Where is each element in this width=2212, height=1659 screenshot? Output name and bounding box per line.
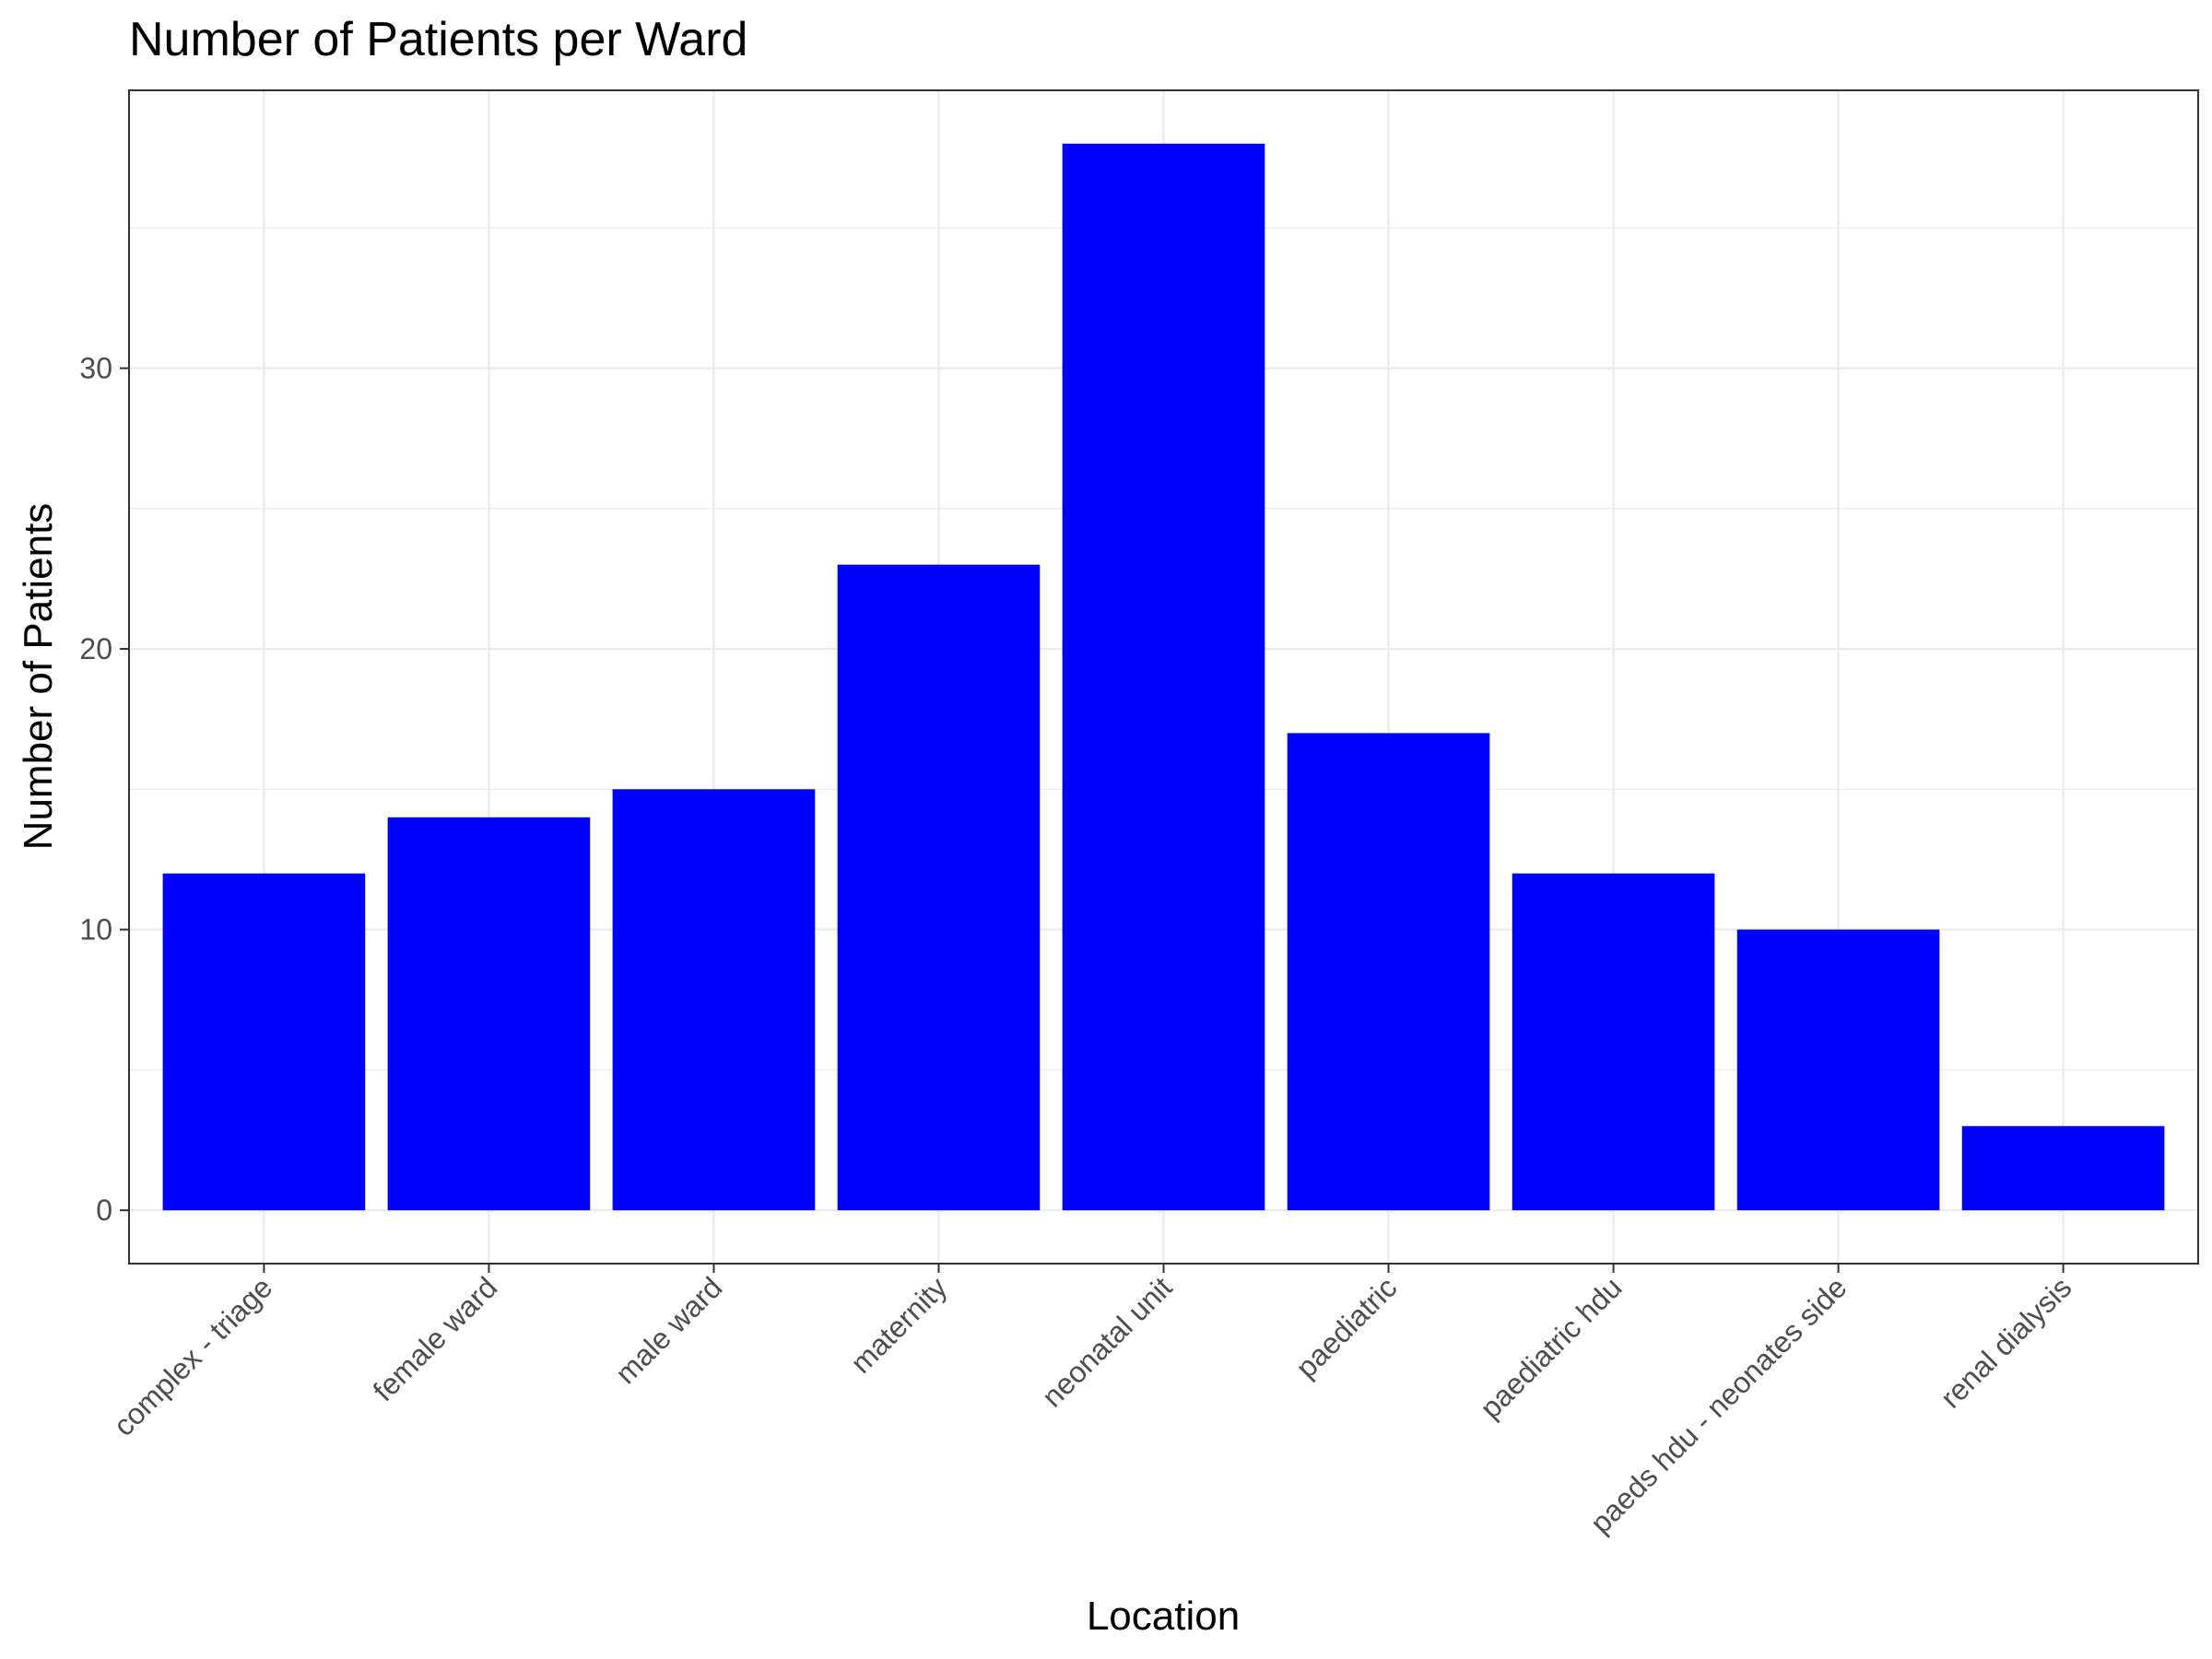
y-tick-label: 10 [79, 913, 112, 947]
chart-title: Number of Patients per Ward [129, 13, 747, 66]
bar-renal-dialysis [1961, 1125, 2165, 1211]
x-axis-ticks: complex - triage female ward male ward mate… [107, 1264, 2078, 1540]
x-tick-label: male ward [609, 1270, 729, 1390]
y-tick-label: 20 [79, 632, 112, 665]
y-tick-label: 0 [96, 1194, 112, 1227]
bar-male-ward [612, 789, 816, 1211]
bars [162, 143, 2165, 1211]
bar-complex-triage [162, 873, 366, 1211]
y-axis-ticks: 0 10 20 30 [79, 352, 129, 1227]
bar-maternity [837, 564, 1041, 1211]
x-tick-label: female ward [367, 1270, 504, 1407]
y-axis-title: Number of Patients [16, 503, 61, 851]
x-tick-label: neonatal unit [1035, 1270, 1178, 1413]
x-tick-label: paeds hdu - neonates side [1583, 1270, 1853, 1539]
y-tick-label: 30 [79, 352, 112, 385]
x-tick-label: paediatric [1289, 1270, 1404, 1384]
x-tick-label: maternity [844, 1270, 954, 1380]
x-tick-label: paediatric hdu [1474, 1270, 1629, 1425]
bar-paediatric-hdu [1512, 873, 1715, 1211]
bar-paediatric [1287, 733, 1490, 1211]
x-tick-label: complex - triage [107, 1270, 278, 1441]
x-axis-title: Location [1087, 1594, 1240, 1639]
bar-paeds-hdu-neonates-side [1736, 929, 1940, 1211]
x-tick-label: renal dialysis [1934, 1270, 2077, 1414]
bar-neonatal-unit [1062, 143, 1265, 1211]
bar-female-ward [387, 817, 591, 1211]
